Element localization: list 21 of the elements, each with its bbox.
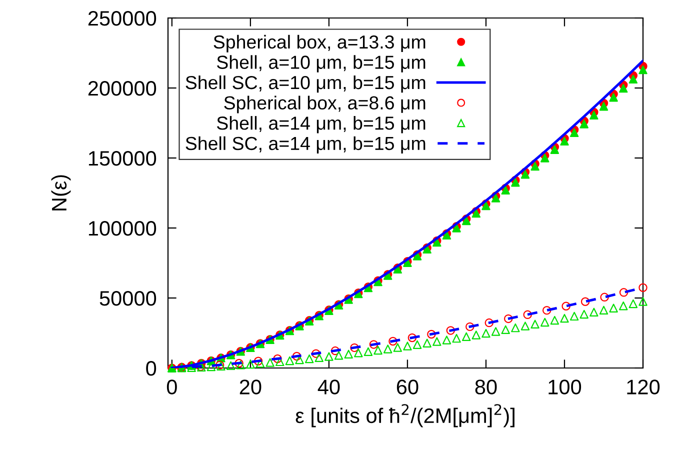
x-tick-label: 100	[548, 380, 582, 394]
y-tick-label: 200000	[88, 81, 156, 96]
y-tick-label: 100000	[88, 221, 156, 236]
x-tick-label: 60	[396, 380, 418, 394]
legend-label: Shell, a=14 μm, b=15 μm	[216, 116, 426, 134]
x-tick-label: 40	[318, 380, 340, 394]
y-tick-label: 0	[146, 361, 156, 376]
x-tick-label: 0	[166, 380, 177, 394]
x-tick-label: 80	[475, 380, 497, 394]
x-tick-label: 120	[627, 380, 660, 394]
x-axis-title: ε [units of ħ$^{2}$/(2M[μm]$^{2}$)]	[296, 404, 514, 428]
legend-label: Spherical box, a=8.6 μm	[224, 96, 426, 114]
legend-label: Shell SC, a=10 μm, b=15 μm	[186, 75, 426, 93]
y-tick-label: 150000	[88, 151, 156, 166]
x-tick-label: 20	[240, 380, 262, 394]
y-axis-title: N(ε)	[51, 175, 71, 210]
legend-label: Spherical box, a=13.3 μm	[214, 34, 426, 52]
y-tick-label: 250000	[88, 11, 156, 26]
y-tick-label: 50000	[100, 291, 156, 306]
legend-label: Shell SC, a=14 μm, b=15 μm	[186, 136, 426, 154]
legend-label: Shell, a=10 μm, b=15 μm	[216, 55, 426, 72]
